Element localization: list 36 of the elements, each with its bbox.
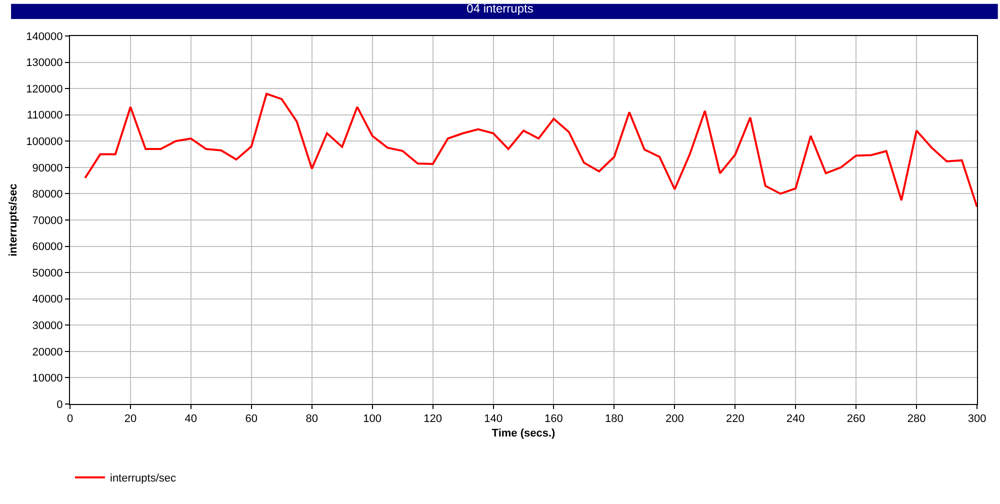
y-tick-label: 70000: [32, 214, 63, 227]
y-tick-label: 50000: [32, 267, 63, 280]
x-tick-label: 200: [665, 413, 684, 426]
y-tick-label: 120000: [26, 83, 63, 96]
y-tick-label: 140000: [26, 30, 63, 43]
x-axis-title: Time (secs.): [492, 427, 556, 440]
x-tick-label: 120: [424, 413, 442, 426]
x-tick-label: 140: [484, 413, 502, 426]
y-tick-label: 10000: [32, 372, 63, 385]
x-tick-label: 100: [363, 413, 382, 426]
y-tick-label: 80000: [32, 188, 63, 201]
x-tick-label: 220: [726, 413, 744, 426]
x-tick-label: 280: [907, 413, 926, 426]
chart-title: 04 interrupts: [466, 1, 534, 16]
y-tick-label: 110000: [26, 110, 63, 122]
x-tick-label: 60: [245, 413, 258, 426]
y-axis-title: interrupts/sec: [8, 184, 20, 256]
y-tick-label: 130000: [26, 57, 63, 70]
x-tick-label: 20: [124, 413, 137, 426]
y-tick-label: 90000: [32, 162, 63, 174]
x-tick-label: 40: [184, 413, 198, 426]
y-tick-label: 60000: [32, 241, 63, 254]
x-tick-label: 180: [605, 413, 624, 426]
legend-label: interrupts/sec: [110, 472, 177, 485]
y-tick-label: 0: [56, 398, 63, 411]
y-tick-label: 100000: [26, 136, 63, 148]
x-tick-label: 300: [968, 413, 986, 426]
x-tick-label: 80: [306, 413, 318, 426]
line-series: [84, 92, 977, 208]
y-tick-label: 30000: [32, 320, 63, 332]
x-tick-label: 0: [66, 413, 74, 426]
x-tick-label: 160: [544, 413, 563, 426]
x-tick-label: 240: [786, 413, 805, 426]
y-tick-label: 40000: [32, 294, 63, 306]
x-tick-label: 260: [846, 413, 866, 426]
y-tick-label: 20000: [32, 346, 63, 358]
